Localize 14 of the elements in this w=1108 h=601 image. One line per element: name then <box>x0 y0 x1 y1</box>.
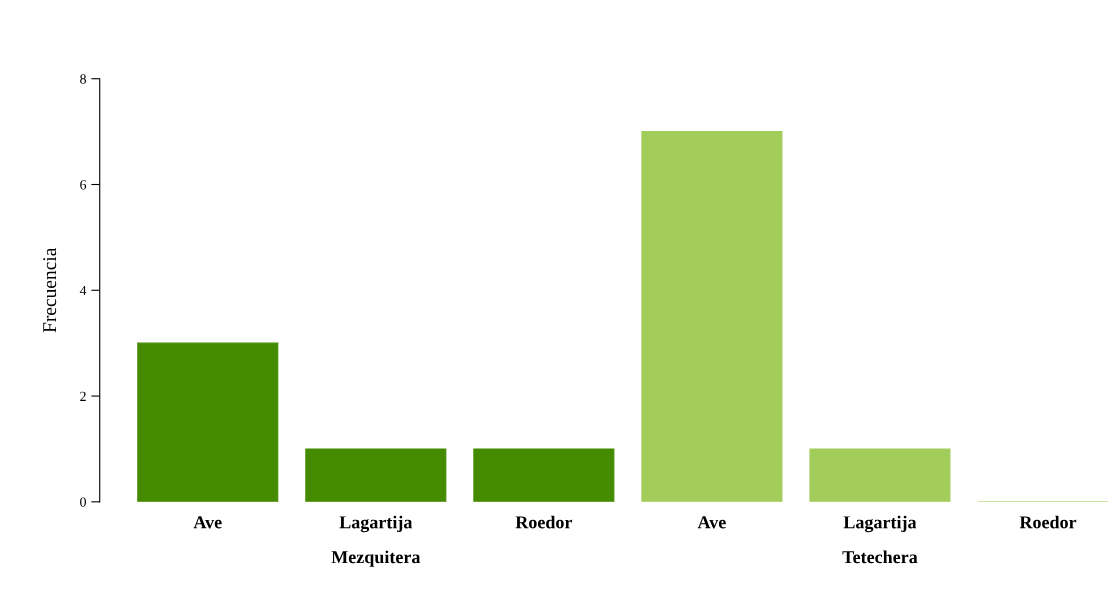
y-tick-label: 6 <box>80 180 87 190</box>
x-tick-label: Roedor <box>515 515 573 529</box>
x-tick-label: Lagartija <box>339 515 413 533</box>
x-tick-label: Roedor <box>1019 515 1077 529</box>
y-tick-label: 0 <box>80 497 86 507</box>
y-tick-label: 4 <box>79 285 87 296</box>
x-tick-label: Lagartija <box>843 515 917 533</box>
y-axis-title: Frecuencia <box>43 247 57 333</box>
text: Tetechera <box>842 550 918 564</box>
y-tick-label: 2 <box>80 391 86 401</box>
x-tick-label: Ave <box>193 516 222 529</box>
x-tick-label: Ave <box>697 516 726 529</box>
y-tick-label: 8 <box>80 74 86 84</box>
text: Mezquitera <box>331 550 421 567</box>
